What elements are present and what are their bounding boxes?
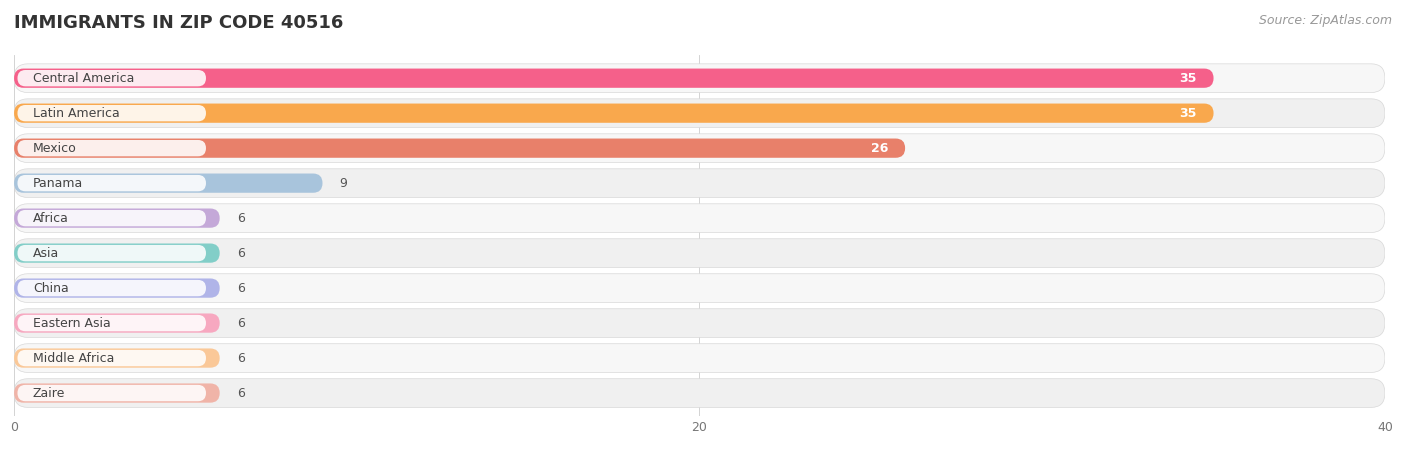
FancyBboxPatch shape: [14, 208, 219, 228]
FancyBboxPatch shape: [14, 174, 322, 193]
FancyBboxPatch shape: [14, 169, 1385, 197]
Text: 6: 6: [236, 352, 245, 365]
FancyBboxPatch shape: [14, 204, 1385, 232]
FancyBboxPatch shape: [17, 385, 207, 401]
FancyBboxPatch shape: [14, 99, 1385, 128]
Text: 35: 35: [1180, 72, 1197, 85]
FancyBboxPatch shape: [17, 70, 207, 86]
FancyBboxPatch shape: [17, 175, 207, 191]
FancyBboxPatch shape: [14, 243, 219, 263]
FancyBboxPatch shape: [14, 64, 1385, 92]
FancyBboxPatch shape: [14, 103, 1213, 123]
Text: 6: 6: [236, 387, 245, 400]
Text: IMMIGRANTS IN ZIP CODE 40516: IMMIGRANTS IN ZIP CODE 40516: [14, 14, 343, 32]
FancyBboxPatch shape: [14, 274, 1385, 303]
Text: 35: 35: [1180, 107, 1197, 120]
FancyBboxPatch shape: [14, 383, 219, 403]
FancyBboxPatch shape: [14, 348, 219, 368]
Text: 6: 6: [236, 282, 245, 295]
Text: Mexico: Mexico: [32, 142, 77, 155]
FancyBboxPatch shape: [14, 309, 1385, 337]
Text: Eastern Asia: Eastern Asia: [32, 316, 111, 329]
Text: China: China: [32, 282, 69, 295]
Text: Source: ZipAtlas.com: Source: ZipAtlas.com: [1258, 14, 1392, 27]
FancyBboxPatch shape: [14, 344, 1385, 372]
Text: 9: 9: [340, 176, 347, 189]
FancyBboxPatch shape: [14, 379, 1385, 407]
FancyBboxPatch shape: [14, 313, 219, 333]
FancyBboxPatch shape: [14, 239, 1385, 267]
Text: 6: 6: [236, 247, 245, 260]
FancyBboxPatch shape: [14, 279, 219, 298]
Text: 6: 6: [236, 212, 245, 225]
Text: Asia: Asia: [32, 247, 59, 260]
FancyBboxPatch shape: [17, 245, 207, 261]
FancyBboxPatch shape: [14, 68, 1213, 88]
Text: Latin America: Latin America: [32, 107, 120, 120]
FancyBboxPatch shape: [17, 350, 207, 366]
FancyBboxPatch shape: [17, 315, 207, 331]
FancyBboxPatch shape: [17, 280, 207, 296]
FancyBboxPatch shape: [17, 210, 207, 226]
Text: Africa: Africa: [32, 212, 69, 225]
Text: 26: 26: [870, 142, 889, 155]
FancyBboxPatch shape: [14, 139, 905, 158]
Text: Central America: Central America: [32, 72, 135, 85]
FancyBboxPatch shape: [14, 134, 1385, 163]
FancyBboxPatch shape: [17, 105, 207, 122]
Text: Middle Africa: Middle Africa: [32, 352, 114, 365]
Text: Zaire: Zaire: [32, 387, 65, 400]
Text: Panama: Panama: [32, 176, 83, 189]
FancyBboxPatch shape: [17, 140, 207, 156]
Text: 6: 6: [236, 316, 245, 329]
